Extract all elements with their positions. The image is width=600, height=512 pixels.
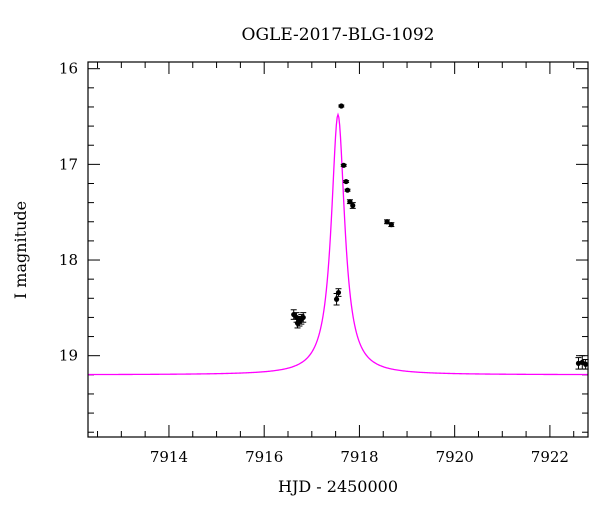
- tick-labels: 7914 7916 7918 7920 7922 16 17 18 19: [59, 60, 569, 466]
- y-tick-label: 17: [59, 155, 78, 173]
- point-marker: [335, 289, 342, 296]
- point-marker: [333, 296, 340, 302]
- x-tick-label: 7922: [531, 448, 569, 466]
- point-marker: [341, 162, 347, 168]
- axis-ticks: [88, 62, 588, 437]
- y-axis-label: I magnitude: [11, 201, 30, 299]
- x-axis-label: HJD - 2450000: [278, 477, 398, 496]
- chart-title: OGLE-2017-BLG-1092: [242, 25, 435, 45]
- data-point: [349, 202, 356, 209]
- data-point: [300, 312, 307, 323]
- point-marker: [338, 103, 344, 109]
- y-tick-label: 18: [59, 251, 78, 269]
- data-point: [388, 222, 395, 228]
- data-point: [338, 103, 345, 109]
- x-tick-label: 7914: [150, 448, 188, 466]
- model-curve: [88, 112, 588, 376]
- x-tick-label: 7916: [245, 448, 283, 466]
- point-marker: [343, 178, 349, 185]
- plot-area: [88, 103, 589, 376]
- point-marker: [384, 219, 390, 225]
- data-point: [340, 162, 347, 168]
- point-marker: [300, 314, 306, 321]
- point-marker: [583, 361, 589, 367]
- data-point: [344, 187, 351, 193]
- point-marker: [350, 202, 356, 209]
- y-tick-label: 19: [59, 347, 78, 365]
- point-marker: [388, 222, 394, 228]
- point-marker: [344, 187, 351, 193]
- plot-frame: [87, 61, 589, 438]
- data-point: [343, 178, 350, 185]
- x-tick-label: 7918: [340, 448, 378, 466]
- data-point: [335, 288, 342, 297]
- y-tick-label: 16: [59, 60, 78, 78]
- x-tick-label: 7920: [436, 448, 474, 466]
- data-points: [290, 103, 589, 370]
